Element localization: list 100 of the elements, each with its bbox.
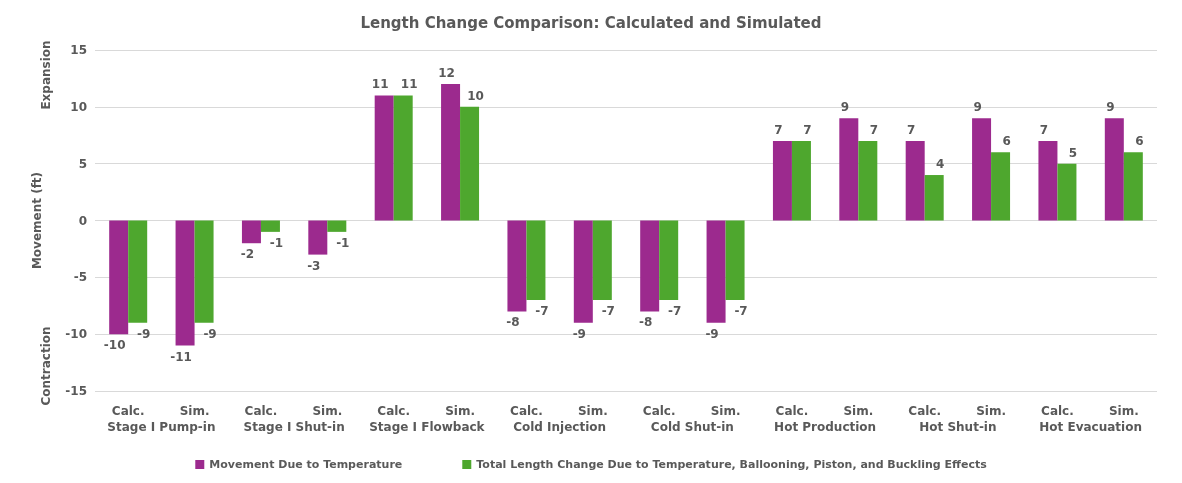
bar [1123, 152, 1143, 221]
x-tick-label: Calc. [377, 404, 411, 418]
data-label: 6 [1135, 134, 1144, 149]
data-label: -7 [601, 304, 615, 319]
bar [858, 140, 878, 221]
bar [659, 220, 679, 301]
text: Hot Production [774, 420, 877, 434]
text: Contraction [39, 326, 53, 406]
bar [640, 220, 660, 312]
bar [573, 220, 593, 323]
x-tick-label: Sim. [312, 404, 343, 418]
data-label: -9 [705, 326, 719, 341]
x-tick-label: Sim. [976, 404, 1006, 418]
x-tick-label: Sim. [445, 404, 475, 418]
y-tick-label: 0 [78, 213, 87, 228]
data-label: -10 [103, 338, 126, 353]
x-tick-label: Calc. [775, 404, 809, 418]
data-label: -1 [336, 235, 350, 250]
bar [592, 220, 612, 301]
data-label: 7 [774, 122, 783, 137]
bar [194, 220, 214, 323]
bar [175, 220, 195, 346]
y-tick-label: 5 [78, 156, 87, 171]
data-label: 4 [936, 157, 945, 172]
text: Stage I Flowback [369, 420, 486, 434]
data-label: 10 [467, 88, 484, 103]
data-label: 7 [869, 122, 878, 137]
bar [109, 220, 129, 335]
x-tick-label: Sim. [577, 404, 608, 418]
data-label: 7 [1039, 122, 1049, 137]
bar [507, 220, 527, 312]
bar [1038, 140, 1058, 221]
x-tick-label: Calc. [111, 404, 145, 418]
bar [725, 220, 745, 301]
y-axis-title: Movement (ft) [30, 171, 44, 270]
data-label: -8 [639, 315, 653, 330]
legend-label: Movement Due to Temperature [209, 458, 403, 471]
data-label: -7 [668, 304, 682, 319]
bar [991, 152, 1011, 221]
bar [241, 220, 261, 244]
x-tick-label: Sim. [179, 404, 210, 418]
bar [393, 95, 413, 221]
data-label: 5 [1068, 145, 1078, 160]
bar [772, 140, 792, 221]
x-tick-label: Sim. [843, 404, 874, 418]
data-label: -7 [535, 304, 549, 319]
y-tick-label: 10 [70, 99, 87, 114]
x-tick-label: Sim. [710, 404, 741, 418]
text: Expansion [39, 40, 53, 110]
x-tick-label: Calc. [1041, 404, 1074, 418]
text: Stage I Shut-in [243, 420, 345, 434]
bar [905, 140, 925, 221]
x-tick-label: Calc. [510, 404, 543, 418]
bar [327, 220, 347, 232]
bar [1104, 118, 1124, 221]
data-label: 7 [803, 122, 812, 137]
text: Hot Shut-in [919, 420, 997, 434]
data-label: -9 [572, 326, 586, 341]
data-label: -8 [506, 315, 520, 330]
y-tick-label: -5 [73, 270, 87, 285]
data-label: -7 [734, 304, 748, 319]
bar [972, 118, 992, 221]
data-label: -9 [137, 326, 151, 341]
x-tick-label: Calc. [642, 404, 676, 418]
data-label: 11 [371, 77, 389, 92]
data-label: 12 [438, 66, 455, 81]
y-tick-label: -10 [65, 327, 87, 342]
bar [706, 220, 726, 323]
bar [526, 220, 546, 301]
data-label: -3 [307, 258, 321, 273]
bar [308, 220, 328, 255]
bar [1057, 163, 1077, 221]
bar [839, 118, 859, 221]
chart-title: Length Change Comparison: Calculated and Simulated [360, 13, 822, 32]
bar [374, 95, 394, 221]
bar [460, 106, 480, 221]
data-label: 9 [1106, 100, 1115, 115]
y-tick-label: 15 [70, 43, 87, 57]
text: Stage I Pump-in [107, 420, 216, 434]
bar [441, 84, 461, 221]
bar [260, 220, 280, 232]
data-label: -1 [269, 235, 284, 250]
y-tick-label: -15 [65, 384, 87, 398]
data-label: 9 [973, 100, 982, 115]
data-label: 6 [1002, 134, 1011, 149]
data-label: -11 [170, 349, 192, 364]
data-label: 7 [907, 122, 916, 137]
data-label: -9 [203, 326, 217, 341]
bar [924, 175, 944, 221]
text: Cold Shut-in [650, 420, 734, 434]
x-tick-label: Calc. [244, 404, 278, 418]
data-label: 9 [840, 100, 849, 115]
text: Hot Evacuation [1039, 420, 1142, 434]
data-label: 11 [400, 77, 418, 92]
bar [128, 220, 148, 323]
text: Cold Injection [513, 420, 607, 434]
legend-label: Total Length Change Due to Temperature, Ballooning, Piston, and Buckling Effects [476, 458, 988, 471]
data-label: -2 [240, 247, 255, 262]
bar [791, 140, 811, 221]
x-tick-label: Calc. [908, 404, 942, 418]
